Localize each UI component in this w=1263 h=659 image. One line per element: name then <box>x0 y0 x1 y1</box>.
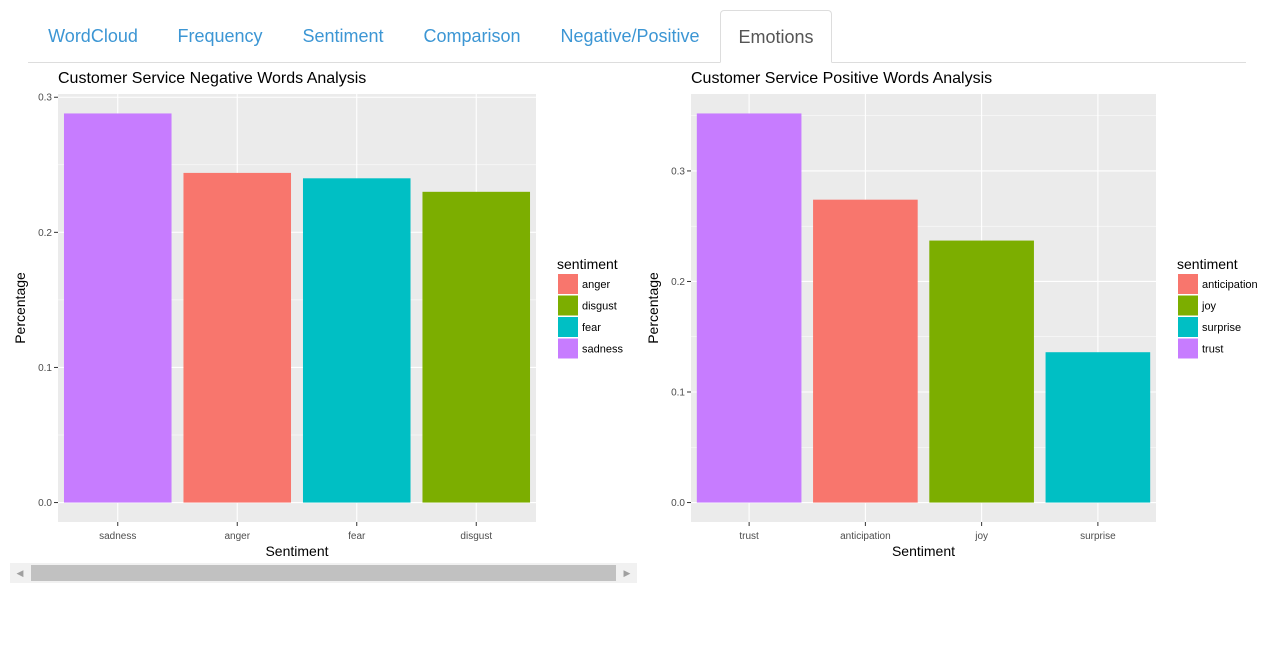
bar-sadness <box>63 113 172 503</box>
tab-bar: WordCloud Frequency Sentiment Comparison… <box>28 10 1246 63</box>
legend-swatch-fear <box>558 317 578 337</box>
y-tick-label: 0.0 <box>38 498 52 509</box>
tab-frequency[interactable]: Frequency <box>177 26 263 46</box>
legend-label: sadness <box>582 344 623 356</box>
bar-fear <box>302 178 411 503</box>
x-tick-label: sadness <box>99 531 136 542</box>
positive-words-chart: Customer Service Positive Words Analysis… <box>640 62 1263 562</box>
bar-trust <box>696 113 802 503</box>
y-tick-label: 0.3 <box>38 93 52 104</box>
scroll-left-icon[interactable]: ◀ <box>16 568 24 578</box>
legend-swatch-anger <box>558 274 578 294</box>
scroll-right-icon[interactable]: ▶ <box>623 568 631 578</box>
legend-swatch-joy <box>1178 295 1198 316</box>
horizontal-scrollbar[interactable]: ◀ ▶ <box>10 563 637 583</box>
y-tick-label: 0.2 <box>671 277 685 288</box>
legend-label: disgust <box>582 301 617 313</box>
tab-sentiment[interactable]: Sentiment <box>302 26 384 46</box>
bar-disgust <box>422 191 531 503</box>
x-axis-title: Sentiment <box>892 543 955 559</box>
x-tick-label: disgust <box>460 531 492 542</box>
x-axis-title: Sentiment <box>265 543 328 559</box>
legend-swatch-anticipation <box>1178 274 1198 294</box>
negative-words-chart: Customer Service Negative Words Analysis… <box>10 62 637 562</box>
y-axis-title: Percentage <box>12 272 28 344</box>
tab-negative-positive[interactable]: Negative/Positive <box>560 26 700 46</box>
x-tick-label: joy <box>974 531 988 542</box>
legend-swatch-surprise <box>1178 317 1198 337</box>
bar-anticipation <box>813 199 918 503</box>
legend-label: fear <box>582 322 601 334</box>
legend-title: sentiment <box>1177 256 1238 272</box>
legend-swatch-disgust <box>558 295 578 316</box>
x-tick-label: trust <box>739 531 759 542</box>
positive-words-chart-svg: Customer Service Positive Words Analysis… <box>645 70 1258 559</box>
y-axis-title: Percentage <box>645 272 661 344</box>
legend-label: anger <box>582 279 610 291</box>
legend-swatch-trust <box>1178 338 1198 359</box>
legend-label: anticipation <box>1202 279 1258 291</box>
chart-title: Customer Service Positive Words Analysis <box>691 70 992 87</box>
x-tick-label: anger <box>224 531 250 542</box>
legend-label: trust <box>1202 344 1223 356</box>
tab-emotions[interactable]: Emotions <box>720 10 832 63</box>
x-tick-label: surprise <box>1080 531 1116 542</box>
y-tick-label: 0.3 <box>671 166 685 177</box>
bar-surprise <box>1045 352 1151 503</box>
bar-joy <box>929 240 1034 503</box>
legend-title: sentiment <box>557 256 618 272</box>
x-tick-label: anticipation <box>840 531 891 542</box>
x-tick-label: fear <box>348 531 366 542</box>
legend-swatch-sadness <box>558 338 578 359</box>
y-tick-label: 0.1 <box>671 388 685 399</box>
y-tick-label: 0.0 <box>671 498 685 509</box>
legend-label: surprise <box>1202 322 1241 334</box>
scrollbar-thumb[interactable] <box>31 565 616 581</box>
y-tick-label: 0.1 <box>38 363 52 374</box>
legend-label: joy <box>1201 301 1217 313</box>
tab-wordcloud[interactable]: WordCloud <box>48 26 138 46</box>
tab-comparison[interactable]: Comparison <box>423 26 521 46</box>
negative-words-chart-svg: Customer Service Negative Words Analysis… <box>12 70 623 559</box>
chart-title: Customer Service Negative Words Analysis <box>58 70 366 87</box>
y-tick-label: 0.2 <box>38 228 52 239</box>
bar-anger <box>183 172 292 503</box>
